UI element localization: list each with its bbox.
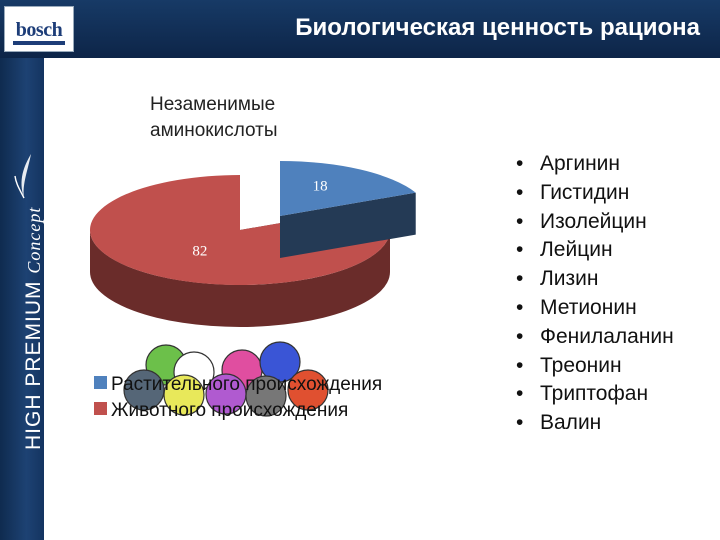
amino-acid-item: • Валин: [516, 411, 674, 440]
pie-slice-cut-face: [280, 192, 416, 258]
amino-acid-item: • Триптофан: [516, 382, 674, 411]
bullet-icon: •: [516, 382, 524, 406]
page-title: Биологическая ценность рациона: [295, 14, 700, 41]
chart-legend: Растительного происхождения Животного пр…: [94, 374, 382, 426]
amino-acid-item: • Метионин: [516, 296, 674, 325]
sidebar-brand-strip: HIGH PREMIUM Concept: [0, 0, 46, 540]
brand-vertical-text: HIGH PREMIUM Concept: [22, 207, 46, 450]
amino-acid-label: Фенилаланин: [540, 324, 674, 348]
amino-acid-item: • Лизин: [516, 267, 674, 296]
bullet-icon: •: [516, 353, 524, 377]
decor-ball: [287, 369, 329, 411]
legend-label-animal: Животного происхождения: [111, 400, 349, 421]
bullet-icon: •: [516, 238, 524, 262]
brand-main: HIGH PREMIUM: [22, 280, 45, 451]
legend-item-animal: Животного происхождения: [94, 400, 382, 426]
amino-acid-item: • Фенилаланин: [516, 325, 674, 354]
bullet-icon: •: [516, 295, 524, 319]
amino-acid-label: Метионин: [540, 295, 637, 319]
decor-ball: [123, 369, 165, 411]
chart-title-line-1: Незаменимые: [150, 94, 276, 115]
leaf-icon: [14, 154, 31, 199]
amino-acid-label: Лейцин: [540, 238, 613, 262]
amino-acid-list: • Аргинин • Гистидин • Изолейцин • Лейцин • Лизин…: [516, 152, 674, 440]
amino-acid-item: • Изолейцин: [516, 210, 674, 239]
amino-acid-label: Изолейцин: [540, 209, 647, 233]
pie-slice-side: [90, 230, 390, 327]
data-label: 82: [192, 244, 207, 260]
decor-ball: [245, 375, 287, 417]
bullet-icon: •: [516, 152, 524, 175]
legend-swatch-plant: [94, 376, 107, 389]
logo: bosch: [4, 6, 74, 52]
legend-item-plant: Растительного происхождения: [94, 374, 382, 400]
brand-script: Concept: [24, 206, 44, 274]
amino-acid-label: Гистидин: [540, 180, 630, 204]
legend-label-plant: Растительного происхождения: [111, 374, 383, 395]
bullet-icon: •: [516, 411, 524, 435]
bullet-icon: •: [516, 180, 524, 204]
bullet-icon: •: [516, 209, 524, 233]
pie-slice-top: [280, 161, 416, 216]
chart-title: Незаменимые аминокислоты: [150, 92, 278, 144]
amino-acid-label: Треонин: [540, 353, 622, 377]
decor-ball: [163, 374, 205, 416]
amino-acid-label: Аргинин: [540, 152, 621, 175]
amino-acid-label: Валин: [540, 411, 602, 435]
data-label: 18: [313, 178, 328, 194]
logo-underline: [13, 41, 65, 45]
logo-text: bosch: [15, 19, 63, 41]
header-bar: bosch Биологическая ценность рациона: [0, 0, 720, 58]
pie-slice-top: [90, 175, 391, 285]
amino-acid-item: • Аргинин: [516, 152, 674, 181]
pie-slice: [280, 161, 416, 258]
bullet-icon: •: [516, 267, 524, 291]
amino-acid-item: • Треонин: [516, 354, 674, 383]
amino-acid-label: Триптофан: [540, 382, 649, 406]
amino-acid-item: • Лейцин: [516, 238, 674, 267]
amino-acid-item: • Гистидин: [516, 181, 674, 210]
chart-title-line-2: аминокислоты: [150, 120, 278, 141]
amino-acid-label: Лизин: [540, 267, 599, 291]
legend-swatch-animal: [94, 402, 107, 415]
bullet-icon: •: [516, 324, 524, 348]
